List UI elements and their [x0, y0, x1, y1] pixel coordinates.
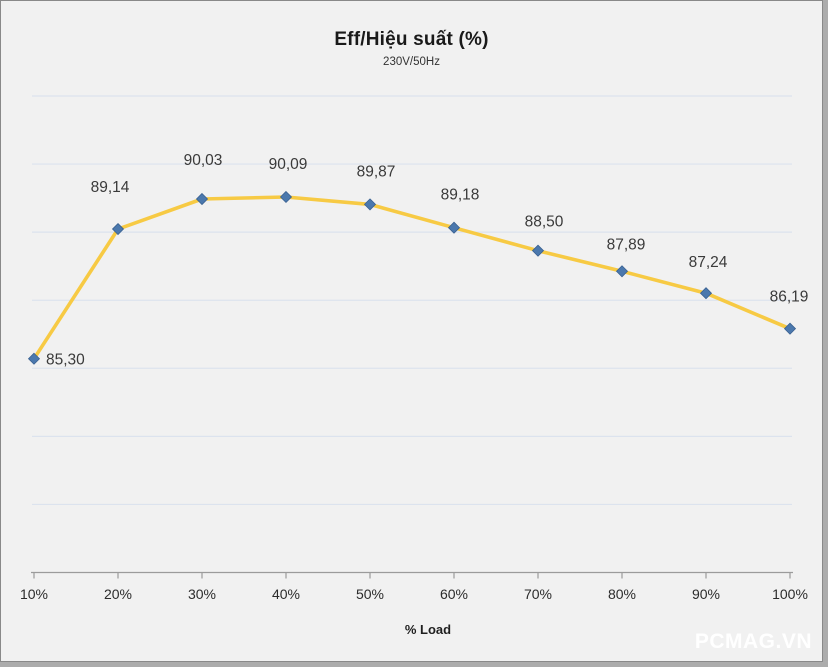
- data-point-marker: [363, 198, 377, 211]
- data-point-label: 89,18: [441, 187, 480, 204]
- data-point-marker: [111, 222, 125, 236]
- data-point-marker: [531, 244, 545, 257]
- x-tick-label: 80%: [608, 586, 636, 602]
- series-line: [32, 195, 792, 361]
- data-point-label: 87,89: [607, 236, 646, 253]
- data-point-marker: [279, 190, 293, 204]
- data-point-label: 85,30: [46, 352, 85, 369]
- chart-title: Eff/Hiệu suất (%): [334, 29, 489, 50]
- data-point-marker: [615, 265, 629, 278]
- x-tick-label: 10%: [20, 586, 48, 602]
- data-point-label: 89,87: [357, 163, 396, 180]
- chart-subtitle: 230V/50Hz: [383, 55, 440, 68]
- data-point-marker: [195, 192, 209, 206]
- x-tick-label: 90%: [692, 586, 720, 602]
- x-tick-label: 100%: [772, 586, 808, 602]
- data-point-label: 90,09: [269, 156, 308, 173]
- data-point-marker: [27, 352, 41, 365]
- data-point-marker: [447, 221, 461, 234]
- data-point-label: 90,03: [184, 152, 223, 169]
- x-axis-title: % Load: [404, 622, 452, 637]
- x-tick-label: 50%: [356, 586, 384, 602]
- x-tick-label: 40%: [272, 586, 300, 602]
- data-point-label: 87,24: [689, 254, 728, 271]
- x-tick-label: 70%: [524, 586, 552, 602]
- x-tick-label: 20%: [104, 586, 132, 602]
- data-point-marker: [783, 322, 797, 335]
- data-point-label: 86,19: [770, 289, 809, 306]
- pcmag-watermark: PCMAG.VN: [694, 630, 812, 653]
- data-point-marker: [699, 287, 713, 300]
- data-point-label: 89,14: [91, 179, 130, 196]
- chart-header: Eff/Hiệu suất (%) 230V/50Hz: [1, 28, 822, 69]
- x-tick-label: 30%: [188, 586, 216, 602]
- data-point-label: 88,50: [525, 214, 564, 231]
- x-tick-label: 60%: [440, 586, 468, 602]
